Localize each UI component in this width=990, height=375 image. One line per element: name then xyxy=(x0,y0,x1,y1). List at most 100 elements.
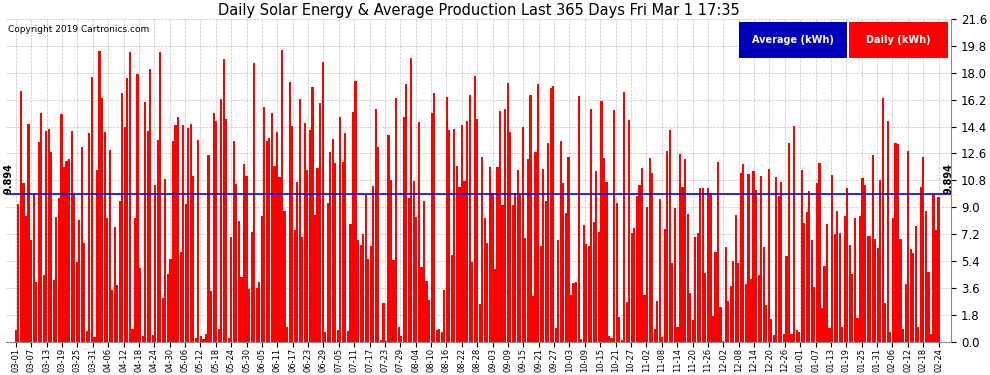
Bar xyxy=(332,139,334,342)
Bar xyxy=(362,234,364,342)
Bar xyxy=(839,233,841,342)
Bar xyxy=(317,168,319,342)
Bar xyxy=(522,128,524,342)
Bar xyxy=(577,96,580,342)
Bar xyxy=(803,223,805,342)
Bar xyxy=(390,180,392,342)
Bar xyxy=(796,330,798,342)
Bar xyxy=(20,92,22,342)
Bar xyxy=(137,74,139,342)
Bar xyxy=(127,78,129,342)
Bar xyxy=(265,141,268,342)
Bar xyxy=(663,229,666,342)
Bar xyxy=(879,180,881,342)
Bar xyxy=(669,130,671,342)
Bar xyxy=(101,98,103,342)
Bar xyxy=(692,320,694,342)
Text: Average (kWh): Average (kWh) xyxy=(752,35,834,45)
Bar xyxy=(233,141,235,342)
Bar xyxy=(436,330,438,342)
Bar xyxy=(613,110,615,342)
Bar xyxy=(621,340,623,342)
Text: Copyright 2019 Cartronics.com: Copyright 2019 Cartronics.com xyxy=(8,26,148,34)
Bar xyxy=(322,62,324,342)
Bar xyxy=(735,215,737,342)
Bar xyxy=(220,99,223,342)
Bar xyxy=(268,138,270,342)
Bar xyxy=(923,157,925,342)
Bar xyxy=(342,162,344,342)
Bar xyxy=(473,75,476,342)
Bar xyxy=(291,126,293,342)
Bar xyxy=(535,152,537,342)
Bar xyxy=(455,166,458,342)
Bar xyxy=(228,338,230,342)
Bar xyxy=(738,263,740,342)
Bar xyxy=(666,150,668,342)
Bar xyxy=(88,133,90,342)
Bar xyxy=(134,217,136,342)
Bar xyxy=(575,282,577,342)
Bar xyxy=(821,308,823,342)
Bar xyxy=(773,335,775,342)
Bar xyxy=(174,125,176,342)
Bar xyxy=(722,341,724,342)
Bar xyxy=(398,327,400,342)
Bar xyxy=(869,236,871,342)
Bar xyxy=(747,174,749,342)
Bar xyxy=(367,259,369,342)
Bar xyxy=(486,243,488,342)
Bar xyxy=(874,239,876,342)
Bar xyxy=(187,128,189,342)
Bar xyxy=(938,198,940,342)
Bar xyxy=(119,201,121,342)
Bar xyxy=(557,240,559,342)
Bar xyxy=(197,140,199,342)
Bar xyxy=(544,201,546,342)
Bar xyxy=(892,219,894,342)
Bar xyxy=(329,152,332,342)
Bar xyxy=(834,234,836,342)
Bar xyxy=(593,222,595,342)
Bar xyxy=(403,117,405,342)
Bar xyxy=(258,282,260,342)
Bar xyxy=(866,236,868,342)
Bar xyxy=(527,159,529,342)
Bar xyxy=(694,237,696,342)
Bar xyxy=(104,132,106,342)
Bar xyxy=(606,183,608,342)
Bar xyxy=(218,329,220,342)
Bar xyxy=(547,143,549,342)
Bar xyxy=(554,328,557,342)
Bar xyxy=(288,82,291,342)
Bar xyxy=(96,170,98,342)
Bar xyxy=(808,192,811,342)
Bar xyxy=(783,334,785,342)
Bar xyxy=(826,224,828,342)
Bar xyxy=(837,211,839,342)
Bar xyxy=(73,194,75,342)
Bar xyxy=(935,230,938,342)
Bar xyxy=(715,252,717,342)
Bar xyxy=(639,185,641,342)
Bar xyxy=(489,167,491,342)
Bar xyxy=(38,142,40,342)
Bar xyxy=(590,109,592,342)
Bar xyxy=(559,141,562,342)
Bar xyxy=(744,284,747,342)
Bar xyxy=(70,131,72,342)
Bar xyxy=(616,203,618,342)
Bar xyxy=(299,99,301,342)
Bar xyxy=(634,228,636,342)
Bar xyxy=(725,247,727,342)
Bar xyxy=(236,183,238,342)
Bar xyxy=(798,332,800,342)
Bar xyxy=(286,327,288,342)
Bar xyxy=(674,208,676,342)
Bar xyxy=(369,246,372,342)
Bar xyxy=(121,93,124,342)
Bar xyxy=(263,107,265,342)
Bar xyxy=(507,83,509,342)
Bar xyxy=(179,252,182,342)
Bar xyxy=(848,244,851,342)
